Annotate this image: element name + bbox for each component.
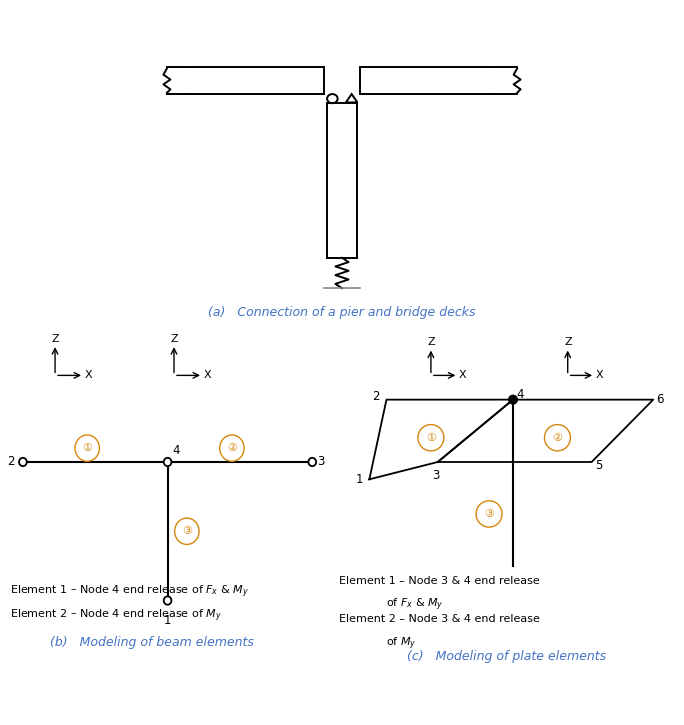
Text: ①: ① xyxy=(82,443,92,453)
Text: (a)   Connection of a pier and bridge decks: (a) Connection of a pier and bridge deck… xyxy=(208,306,476,319)
Text: ②: ② xyxy=(553,433,562,443)
Circle shape xyxy=(418,425,444,451)
Text: (c)   Modeling of plate elements: (c) Modeling of plate elements xyxy=(406,650,606,663)
Circle shape xyxy=(19,457,27,466)
Circle shape xyxy=(163,457,172,466)
Circle shape xyxy=(163,597,172,605)
Circle shape xyxy=(476,501,502,527)
Text: 6: 6 xyxy=(657,393,663,406)
Circle shape xyxy=(544,425,570,451)
Text: of $F_x$ & $M_y$: of $F_x$ & $M_y$ xyxy=(386,597,444,613)
Text: Z: Z xyxy=(564,337,572,347)
Text: 4: 4 xyxy=(516,388,523,401)
Circle shape xyxy=(509,395,517,404)
Text: ③: ③ xyxy=(484,509,494,519)
Text: X: X xyxy=(203,370,211,381)
Text: ①: ① xyxy=(426,433,436,443)
Text: of $M_y$: of $M_y$ xyxy=(386,635,417,652)
Text: Element 2 – Node 3 & 4 end release: Element 2 – Node 3 & 4 end release xyxy=(339,614,540,624)
Text: 1: 1 xyxy=(164,614,171,627)
Text: (b)   Modeling of beam elements: (b) Modeling of beam elements xyxy=(49,636,254,649)
Text: 3: 3 xyxy=(432,469,440,482)
Text: 2: 2 xyxy=(373,389,380,402)
Circle shape xyxy=(75,435,99,461)
Circle shape xyxy=(174,518,199,544)
Circle shape xyxy=(220,435,244,461)
Text: X: X xyxy=(458,370,466,381)
Text: 3: 3 xyxy=(317,455,324,468)
Circle shape xyxy=(308,457,316,466)
Text: Element 1 – Node 3 & 4 end release: Element 1 – Node 3 & 4 end release xyxy=(339,576,539,587)
Text: 4: 4 xyxy=(172,444,180,457)
Text: X: X xyxy=(84,370,92,381)
Text: 5: 5 xyxy=(595,459,602,472)
Text: ③: ③ xyxy=(182,526,192,536)
Text: ②: ② xyxy=(227,443,237,453)
Text: 1: 1 xyxy=(356,473,363,486)
Text: Z: Z xyxy=(428,337,435,347)
Text: 2: 2 xyxy=(8,455,15,468)
Text: Z: Z xyxy=(170,334,178,344)
Text: Element 2 – Node 4 end release of $M_y$: Element 2 – Node 4 end release of $M_y$ xyxy=(10,608,222,624)
Text: X: X xyxy=(595,370,603,381)
Text: Element 1 – Node 4 end release of $F_x$ & $M_y$: Element 1 – Node 4 end release of $F_x$ … xyxy=(10,583,249,600)
Text: Z: Z xyxy=(51,334,60,344)
